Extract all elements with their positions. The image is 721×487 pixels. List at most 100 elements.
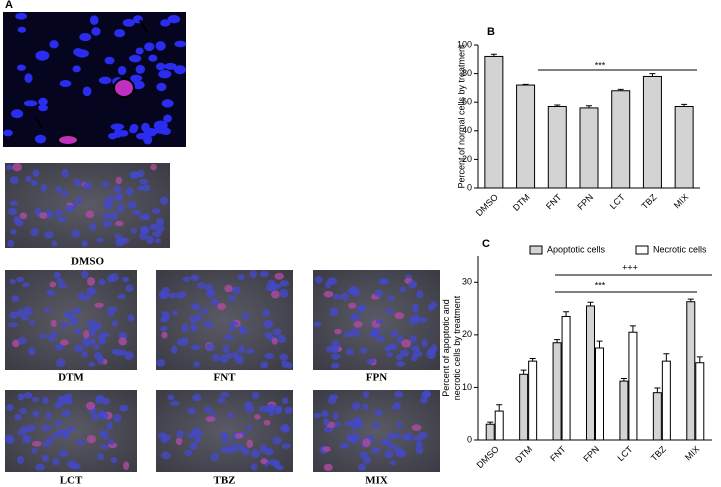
arrow xyxy=(139,19,148,33)
cell xyxy=(51,240,58,247)
y-axis-label-line: Percent of apoptotic and xyxy=(441,299,451,397)
cell xyxy=(115,220,124,227)
highlight-ring xyxy=(113,78,135,98)
nucleus xyxy=(89,15,99,25)
cell xyxy=(114,192,124,202)
cell xyxy=(98,394,105,402)
nucleus xyxy=(98,76,112,85)
nucleus xyxy=(148,54,158,62)
cell xyxy=(331,345,339,354)
cell xyxy=(71,229,81,238)
image-caption: DMSO xyxy=(71,256,104,268)
nucleus xyxy=(59,80,72,87)
cell xyxy=(394,312,405,320)
cell xyxy=(75,439,86,446)
nucleus xyxy=(117,65,127,76)
cell xyxy=(282,397,289,404)
cell xyxy=(93,344,100,350)
cell xyxy=(331,353,341,360)
cell xyxy=(69,317,79,326)
cell xyxy=(246,439,254,448)
nucleus xyxy=(144,42,155,52)
arrow xyxy=(35,117,43,129)
y-tick-label: 30 xyxy=(462,277,472,287)
cell xyxy=(127,201,137,209)
cell xyxy=(190,344,201,350)
nucleus xyxy=(82,86,92,97)
cell xyxy=(9,311,19,319)
cell xyxy=(334,328,342,335)
cell xyxy=(371,446,380,454)
cell xyxy=(45,437,55,443)
bar xyxy=(547,105,567,189)
cell xyxy=(152,208,161,214)
bar xyxy=(528,360,538,441)
cell xyxy=(279,279,289,287)
cell xyxy=(263,419,271,426)
cell xyxy=(130,227,138,234)
bar xyxy=(674,105,694,189)
cell xyxy=(55,186,62,193)
cell xyxy=(6,404,14,412)
cell xyxy=(387,443,396,449)
nucleus xyxy=(160,19,171,27)
cell xyxy=(397,335,404,344)
cell xyxy=(249,270,258,279)
cell xyxy=(203,406,213,413)
cell xyxy=(203,284,213,290)
cell xyxy=(162,434,172,442)
cell xyxy=(138,232,148,240)
cell xyxy=(189,315,197,324)
cell xyxy=(94,302,104,308)
cell xyxy=(98,337,107,345)
error-bar xyxy=(696,356,703,363)
panel-label: B xyxy=(487,26,495,38)
nucleus xyxy=(24,73,33,83)
y-tick-label: 80 xyxy=(462,68,472,78)
cell xyxy=(220,391,230,398)
cell xyxy=(14,413,22,421)
bar xyxy=(611,90,631,189)
cell xyxy=(194,435,201,444)
cell xyxy=(66,426,76,432)
y-tick-label: 100 xyxy=(457,39,472,49)
cell xyxy=(35,463,45,471)
cell xyxy=(227,412,235,419)
cell xyxy=(57,216,67,223)
cell xyxy=(270,290,280,299)
cell xyxy=(86,435,96,444)
error-bar xyxy=(649,73,656,77)
cell xyxy=(390,460,397,466)
cell xyxy=(228,295,236,302)
cell xyxy=(374,289,384,298)
cell xyxy=(23,392,33,399)
cell xyxy=(274,283,282,289)
cell xyxy=(272,328,282,336)
x-tick-label: TBZ xyxy=(639,192,658,211)
cell xyxy=(88,361,96,367)
cell xyxy=(52,457,60,466)
cell xyxy=(277,334,287,344)
nucleus xyxy=(73,48,84,56)
cell xyxy=(330,362,340,369)
cell xyxy=(201,308,208,315)
image-caption: LCT xyxy=(60,475,83,487)
cell xyxy=(313,321,322,327)
cell xyxy=(56,278,64,285)
bar xyxy=(484,55,504,189)
cell xyxy=(107,306,118,313)
cell xyxy=(125,284,134,292)
cell xyxy=(197,281,205,289)
cell xyxy=(339,442,350,449)
cell xyxy=(116,204,125,213)
cell xyxy=(117,349,127,356)
cell xyxy=(410,345,421,352)
cell xyxy=(334,421,342,428)
cell xyxy=(254,414,261,420)
legend-label: Apoptotic cells xyxy=(547,244,606,254)
nucleus xyxy=(16,64,26,71)
x-tick-label: FNT xyxy=(548,444,568,464)
nucleus xyxy=(91,27,101,36)
nucleus xyxy=(135,64,146,74)
cell xyxy=(146,235,154,244)
